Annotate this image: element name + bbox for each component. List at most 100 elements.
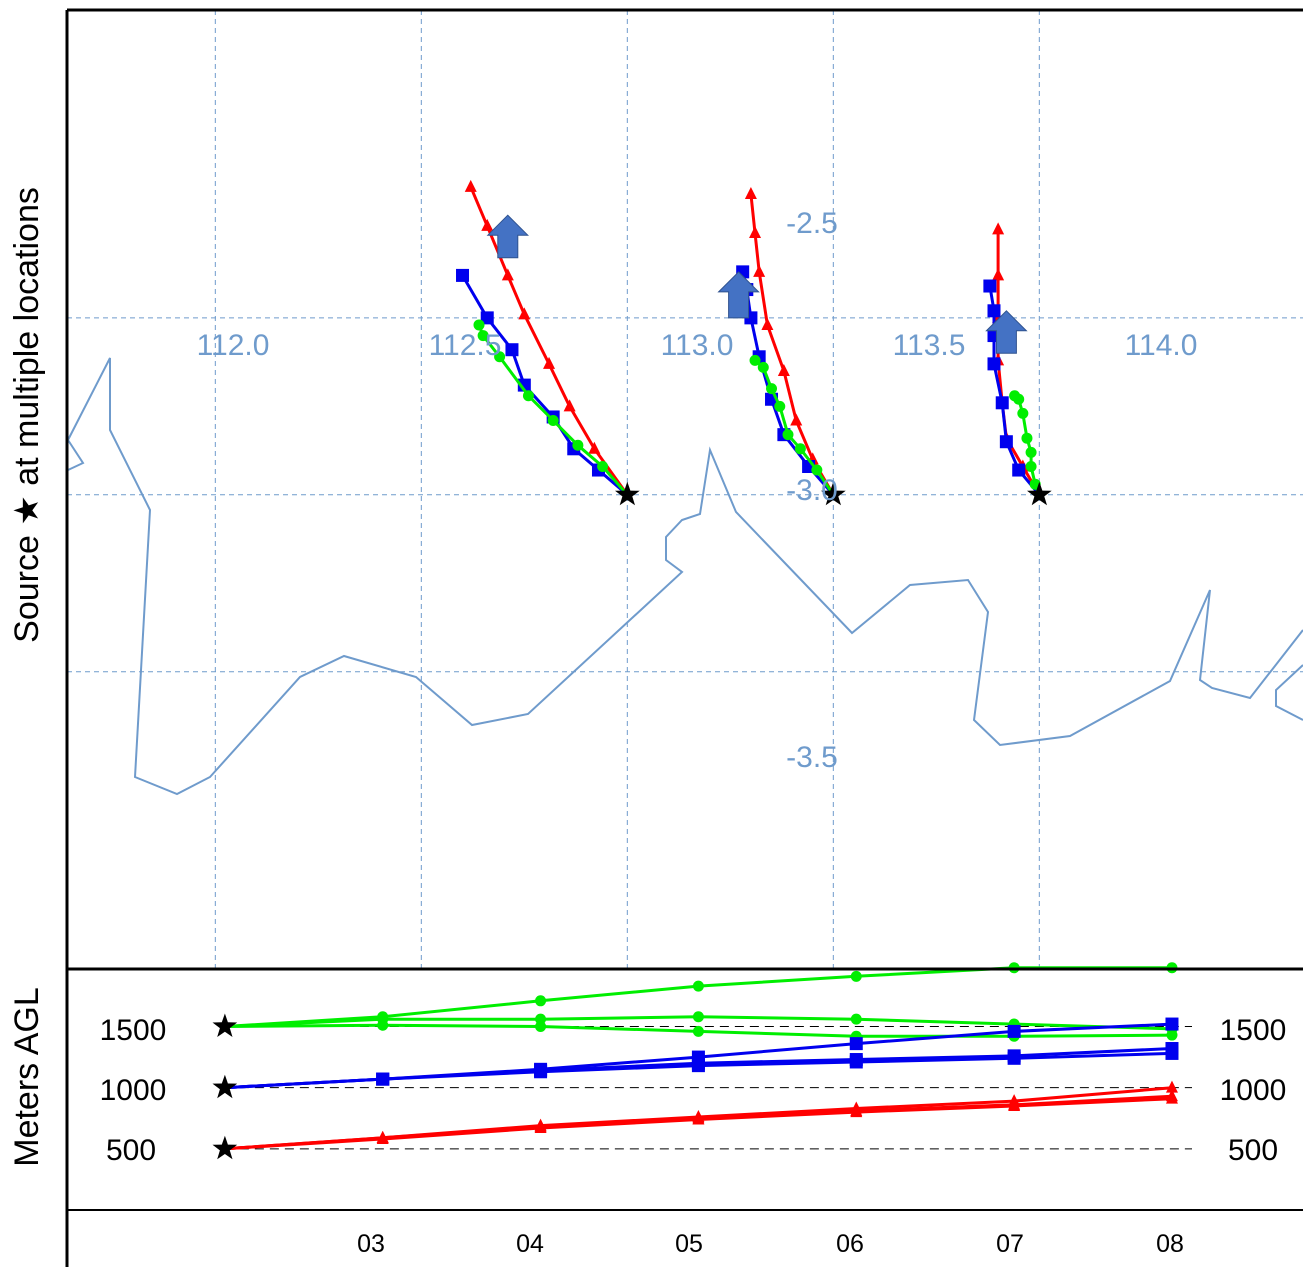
height-right-tick-500: 500: [1228, 1134, 1278, 1167]
trajectory-point-blue: [999, 435, 1013, 449]
trajectory-point-green: [572, 439, 584, 451]
source-star: [1027, 481, 1052, 506]
height-y-axis-label: Meters AGL: [8, 987, 46, 1167]
lon-label-113-0: 113.0: [661, 329, 734, 362]
wind-direction-arrow: [717, 271, 760, 319]
trajectory-point-green: [522, 390, 534, 402]
coastline-east: [1275, 664, 1303, 721]
trajectory-point-red: [761, 317, 774, 330]
height-right-tick-1500: 1500: [1220, 1014, 1287, 1047]
trajectory-point-green: [1009, 390, 1021, 402]
trajectory-point-red: [481, 218, 494, 231]
lon-label-112-5: 112.5: [429, 329, 502, 362]
trajectory-line-red: [996, 229, 1041, 496]
height-panel: 1500 1000 500 1500 1000 500 03 04 05 06 …: [100, 962, 1287, 1258]
height-source-star: [212, 1135, 238, 1160]
map-tracks: [456, 179, 1052, 506]
longitude-labels: 112.0 112.5 113.0 113.5 114.0: [197, 329, 1198, 362]
trajectory-point-red: [744, 187, 757, 200]
trajectory-point-red: [501, 268, 514, 281]
height-point-green: [850, 1013, 862, 1025]
height-point-green: [692, 1011, 704, 1023]
trajectory-point-green: [794, 443, 806, 455]
trajectory-point-blue: [987, 304, 1001, 318]
trajectory-point-red: [588, 441, 601, 454]
height-left-tick-500: 500: [106, 1134, 156, 1167]
height-left-tick-1000: 1000: [100, 1074, 167, 1107]
lon-label-113-5: 113.5: [893, 329, 966, 362]
height-point-green: [377, 1019, 389, 1031]
trajectory-point-red: [753, 264, 766, 277]
height-point-red: [1165, 1091, 1178, 1104]
trajectory-point-green: [766, 383, 778, 395]
trajectory-point-blue: [505, 343, 519, 357]
trajectory-point-blue: [995, 396, 1009, 410]
height-point-blue: [849, 1037, 863, 1051]
height-point-red: [376, 1132, 389, 1145]
height-point-red: [850, 1105, 863, 1118]
trajectory-point-red: [790, 413, 803, 426]
trajectory-line-red: [749, 193, 835, 496]
height-point-blue: [1007, 1051, 1021, 1065]
lon-label-114-0: 114.0: [1125, 329, 1198, 362]
height-point-red: [692, 1112, 705, 1125]
trajectory-point-green: [1021, 432, 1033, 444]
height-point-blue: [534, 1065, 548, 1079]
trajectory-point-blue: [987, 357, 1001, 371]
height-point-green: [692, 1025, 704, 1037]
trajectory-point-red: [563, 399, 576, 412]
trajectory-point-blue: [480, 311, 494, 325]
trajectory-point-red: [518, 307, 531, 320]
trajectory-point-green: [811, 464, 823, 476]
trajectory-point-blue: [456, 268, 470, 282]
trajectory-point-blue: [983, 279, 997, 293]
height-source-star: [212, 1013, 238, 1037]
trajectory-point-green: [782, 429, 794, 441]
map-panel: 112.0 112.5 113.0 113.5 114.0 -2.5 -3.0 …: [66, 10, 1303, 969]
trajectory-point-red: [464, 179, 477, 192]
x-tick-08: 08: [1156, 1230, 1184, 1258]
lon-label-112-0: 112.0: [197, 329, 270, 362]
height-point-green: [535, 995, 547, 1007]
x-tick-04: 04: [516, 1230, 544, 1258]
trajectory-point-blue: [1012, 463, 1026, 477]
lat-label-3-0: -3.0: [786, 474, 838, 507]
height-point-blue: [376, 1072, 390, 1086]
trajectory-point-green: [477, 330, 489, 342]
trajectory-point-red: [992, 222, 1005, 235]
height-point-blue: [1165, 1046, 1179, 1060]
trajectory-point-green: [547, 414, 559, 426]
wind-direction-arrow: [486, 214, 530, 259]
height-point-green: [850, 970, 862, 982]
height-source-star: [212, 1074, 238, 1099]
trajectory-point-green: [757, 361, 769, 373]
lat-label-2-5: -2.5: [786, 207, 838, 240]
x-tick-07: 07: [996, 1230, 1024, 1258]
trajectory-point-green: [774, 400, 786, 412]
trajectory-point-red: [777, 363, 790, 376]
trajectory-point-blue: [517, 378, 531, 392]
trajectory-point-green: [749, 354, 761, 366]
x-tick-03: 03: [357, 1230, 385, 1258]
height-reference-lines: [224, 1025, 1192, 1150]
height-point-green: [1166, 1029, 1178, 1041]
trajectory-point-green: [473, 319, 485, 331]
height-tracks: [212, 962, 1179, 1160]
height-point-green: [535, 1020, 547, 1032]
map-y-axis-label: Source ★ at multiple locations: [8, 187, 46, 643]
trajectory-point-red: [992, 268, 1005, 281]
trajectory-point-red: [749, 225, 762, 238]
trajectory-point-green: [1025, 460, 1037, 472]
frame: [65, 8, 1303, 1267]
height-point-red: [534, 1121, 547, 1134]
height-left-tick-1500: 1500: [100, 1014, 167, 1047]
wind-direction-arrow: [985, 310, 1028, 354]
trajectory-point-red: [543, 356, 556, 369]
trajectory-point-green: [1025, 446, 1037, 458]
height-right-tick-1000: 1000: [1220, 1074, 1287, 1107]
height-point-blue: [1165, 1017, 1179, 1031]
source-star: [615, 481, 640, 506]
source-star: [821, 481, 846, 506]
height-point-blue: [849, 1055, 863, 1069]
